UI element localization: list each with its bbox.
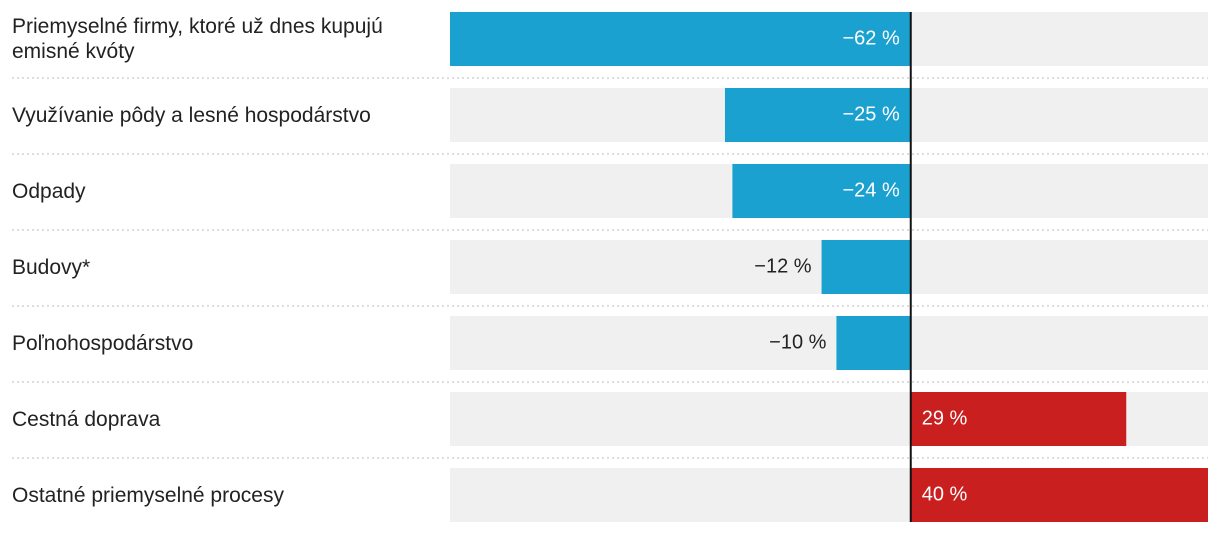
category-label: Využívanie pôdy a lesné hospodárstvo <box>12 103 371 127</box>
category-label: Poľnohospodárstvo <box>12 331 194 355</box>
value-label: −25 % <box>842 103 899 125</box>
value-label: −12 % <box>754 255 811 277</box>
bar <box>836 316 911 370</box>
category-label: Budovy* <box>12 255 91 279</box>
bar-background <box>450 316 1208 370</box>
bar <box>724 88 911 142</box>
category-label: Ostatné priemyselné procesy <box>12 483 284 507</box>
category-label: Odpady <box>12 179 86 203</box>
bar <box>910 468 1208 522</box>
category-label: Cestná doprava <box>12 407 161 431</box>
value-label: −24 % <box>842 179 899 201</box>
value-label: −10 % <box>769 331 826 353</box>
bar <box>910 392 1127 446</box>
value-label: 40 % <box>922 483 968 505</box>
category-label: Priemyselné firmy, ktoré už dnes kupujú … <box>12 15 383 63</box>
bar <box>732 164 911 218</box>
value-label: 29 % <box>922 407 968 429</box>
value-label: −62 % <box>842 27 899 49</box>
bar <box>450 12 911 66</box>
bar <box>821 240 911 294</box>
